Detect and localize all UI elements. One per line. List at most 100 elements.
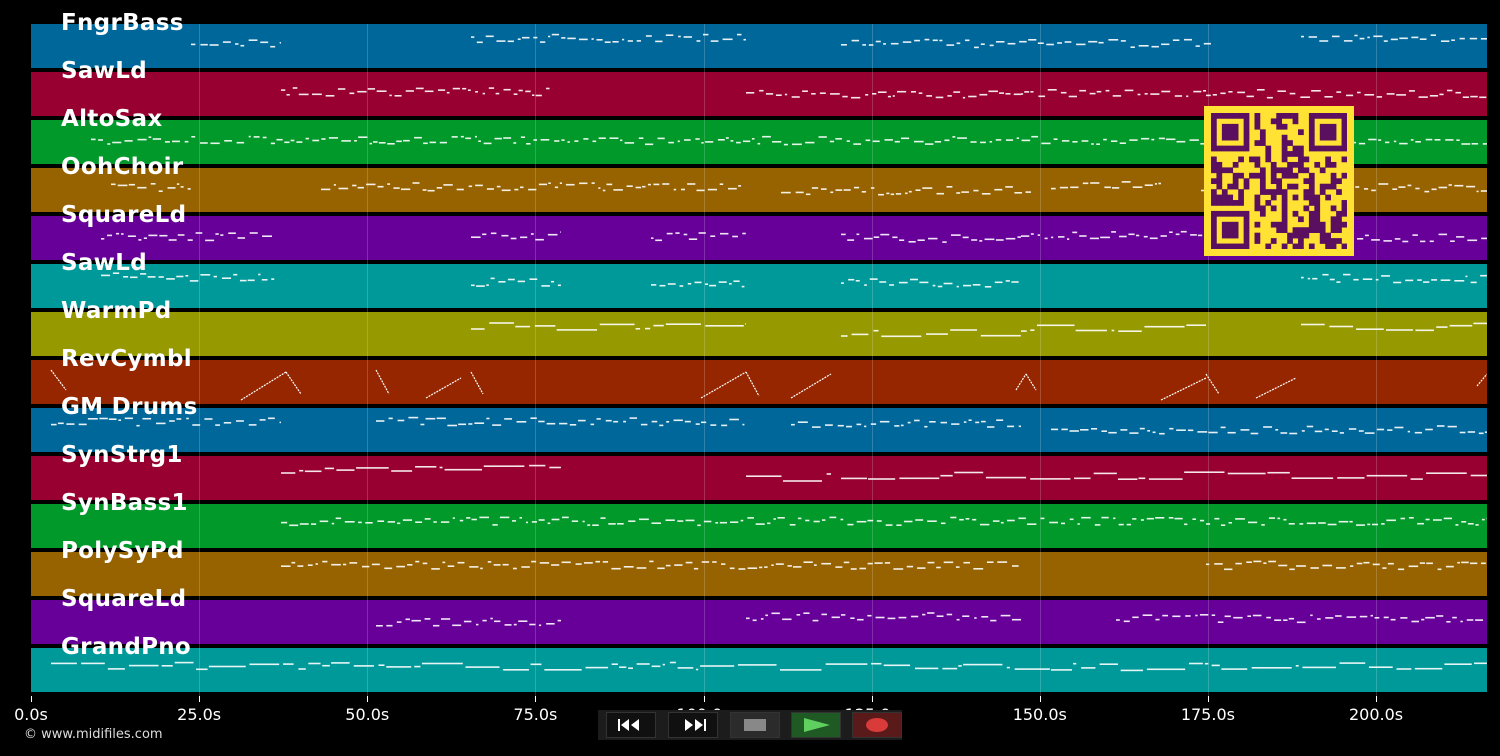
note-mark xyxy=(679,285,684,287)
note-mark xyxy=(1451,39,1455,41)
note-mark xyxy=(805,141,815,144)
rewind-button[interactable] xyxy=(606,712,656,738)
note-mark xyxy=(892,95,895,97)
record-button[interactable] xyxy=(852,712,902,738)
note-mark xyxy=(893,568,904,570)
note-mark xyxy=(1356,524,1365,526)
note-mark xyxy=(1217,621,1224,623)
track-row[interactable]: FngrBass xyxy=(31,10,1487,70)
note-mark xyxy=(1203,90,1207,92)
note-mark xyxy=(161,665,173,667)
note-mark xyxy=(1200,143,1207,145)
note-mark xyxy=(1277,517,1281,520)
note-mark xyxy=(1101,430,1108,432)
note-mark xyxy=(224,140,233,142)
track-row[interactable]: SawLd xyxy=(31,250,1487,310)
note-mark xyxy=(436,417,446,420)
note-mark xyxy=(850,568,857,570)
note-mark xyxy=(1418,96,1428,98)
note-mark xyxy=(677,667,694,669)
note-mark xyxy=(1310,614,1313,617)
note-mark xyxy=(795,191,804,194)
note-mark xyxy=(1454,280,1465,282)
note-mark xyxy=(51,423,57,426)
note-mark xyxy=(1148,478,1183,480)
note-mark xyxy=(1011,281,1019,283)
note-mark xyxy=(296,141,303,143)
note-mark xyxy=(433,521,437,523)
note-mark xyxy=(992,520,1000,522)
note-mark xyxy=(1246,561,1252,563)
note-mark xyxy=(1385,329,1413,331)
track-row[interactable]: WarmPd xyxy=(31,298,1487,358)
track-row[interactable]: RevCymbl xyxy=(31,346,1487,406)
stop-button[interactable] xyxy=(730,712,780,738)
note-mark xyxy=(1069,518,1074,521)
note-mark xyxy=(773,518,776,520)
note-mark xyxy=(742,232,746,235)
note-mark xyxy=(591,182,595,184)
note-mark xyxy=(936,192,945,195)
note-mark xyxy=(1253,560,1262,563)
axis-tick-label: 75.0s xyxy=(513,705,558,724)
note-mark xyxy=(986,561,994,563)
note-mark xyxy=(1325,617,1334,619)
note-mark xyxy=(1399,37,1408,40)
note-mark xyxy=(612,41,619,43)
note-mark xyxy=(556,329,598,331)
track-background xyxy=(31,264,1487,310)
play-button[interactable] xyxy=(791,712,841,738)
note-mark xyxy=(1319,40,1329,42)
note-mark xyxy=(668,141,674,144)
note-mark xyxy=(1423,281,1430,283)
note-mark xyxy=(191,136,196,138)
note-mark xyxy=(140,273,147,275)
note-mark xyxy=(1306,522,1317,525)
note-mark xyxy=(985,476,1027,479)
note-mark xyxy=(984,238,995,241)
note-mark xyxy=(862,44,867,46)
note-mark xyxy=(1429,95,1439,97)
track-row[interactable]: SynBass1 xyxy=(31,490,1487,550)
note-mark xyxy=(1159,432,1165,435)
note-mark xyxy=(894,140,900,143)
note-mark xyxy=(447,424,458,427)
note-mark xyxy=(452,624,462,627)
note-mark xyxy=(1473,322,1487,325)
note-mark xyxy=(1027,523,1037,525)
note-mark xyxy=(855,280,860,282)
track-row[interactable]: SquareLd xyxy=(31,586,1487,646)
note-mark xyxy=(821,188,827,190)
note-mark xyxy=(482,619,487,622)
note-mark xyxy=(793,566,802,568)
note-mark xyxy=(1445,139,1454,141)
note-mark xyxy=(490,617,493,620)
note-mark xyxy=(606,183,613,186)
note-mark xyxy=(1400,617,1408,619)
note-mark xyxy=(1447,425,1457,428)
note-mark xyxy=(1454,184,1464,187)
note-mark xyxy=(1000,614,1011,617)
note-mark xyxy=(759,89,764,92)
note-mark xyxy=(259,419,266,421)
note-mark xyxy=(1081,140,1089,142)
track-row[interactable]: PolySyPd xyxy=(31,538,1487,598)
note-mark xyxy=(743,38,746,41)
note-mark xyxy=(583,138,589,140)
note-mark xyxy=(1132,186,1143,188)
track-row[interactable]: GrandPno xyxy=(31,634,1487,694)
track-row[interactable]: GM Drums xyxy=(31,394,1487,454)
note-mark xyxy=(240,44,245,47)
note-mark xyxy=(910,615,919,618)
fast-forward-button[interactable] xyxy=(668,712,718,738)
note-mark xyxy=(955,566,960,568)
note-mark xyxy=(578,419,586,422)
note-mark xyxy=(530,663,542,666)
note-mark xyxy=(281,89,286,91)
note-mark xyxy=(850,96,861,99)
note-mark xyxy=(1386,519,1397,522)
note-mark xyxy=(1021,330,1027,332)
track-row[interactable]: SynStrg1 xyxy=(31,442,1487,502)
track-notes xyxy=(50,369,1487,401)
note-mark xyxy=(896,524,902,526)
